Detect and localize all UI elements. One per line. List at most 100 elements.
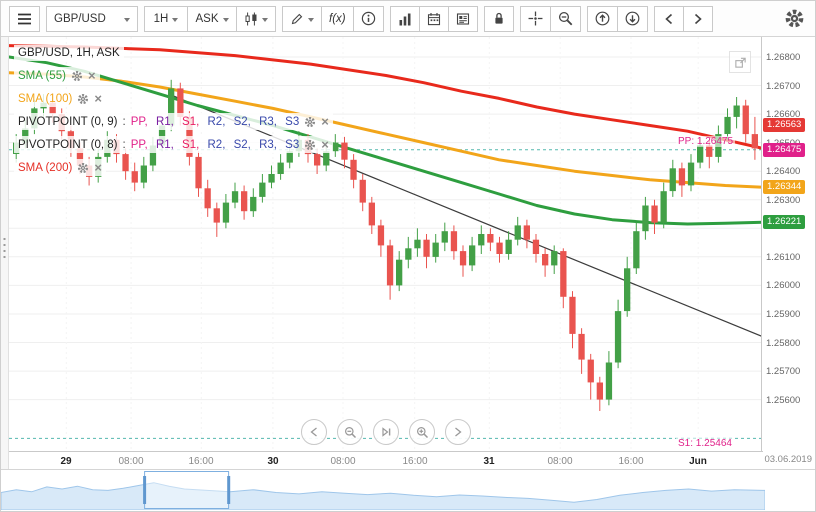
indicator-settings-button[interactable] [304, 139, 316, 151]
price-tick-label: 1.25800 [766, 338, 801, 349]
price-tick-label: 1.26000 [766, 280, 801, 291]
chart-area: GBP/USD, 1H, ASK SMA (55) × SMA (100) × PIVO… [1, 37, 815, 471]
jump-to-latest-button[interactable] [373, 419, 399, 445]
chevron-down-icon [222, 17, 229, 22]
price-badge: 1.26475 [763, 143, 806, 157]
news-panel-button[interactable] [447, 5, 478, 32]
zoom-out-chart-button[interactable] [337, 419, 363, 445]
pivot-series-label: R2, [207, 115, 229, 128]
candlestick-chart-icon [245, 12, 257, 25]
pivot-series-label: R3, [259, 138, 281, 151]
symbol-select[interactable]: GBP/USD [46, 5, 138, 32]
time-tick-label: 29 [60, 456, 72, 467]
price-chart-canvas[interactable]: GBP/USD, 1H, ASK SMA (55) × SMA (100) × PIVO… [9, 37, 763, 451]
price-axis[interactable]: 1.268001.267001.266001.265001.264001.263… [761, 37, 815, 451]
crosshair-button[interactable] [519, 5, 551, 32]
lock-icon [495, 12, 503, 24]
chevron-down-icon [308, 17, 314, 22]
indicator-remove-button[interactable]: × [94, 160, 102, 175]
timeframe-select[interactable]: 1H [144, 5, 188, 32]
indicator-remove-button[interactable]: × [87, 68, 96, 83]
zoom-out-button[interactable] [549, 5, 581, 32]
pivot-series-label: S2, [233, 115, 255, 128]
price-tick-label: 1.26700 [766, 81, 801, 92]
history-navigator[interactable] [1, 469, 815, 511]
price-type-select[interactable]: ASK [187, 5, 237, 32]
settings-button[interactable] [782, 4, 807, 34]
volume-button[interactable] [389, 5, 420, 32]
legend-row-sma200: SMA (200) × [14, 159, 106, 176]
indicator-settings-button[interactable] [304, 116, 316, 128]
side-panel-collapsed[interactable] [1, 37, 9, 469]
zoom-in-chart-button[interactable] [409, 419, 435, 445]
panel-toggle-handle[interactable] [3, 235, 6, 262]
chevron-down-icon [172, 17, 179, 22]
price-tick-label: 1.25600 [766, 395, 801, 406]
chart-toolbar: GBP/USD 1H ASK [1, 1, 815, 37]
indicator-label: SMA (55) [18, 69, 66, 82]
indicator-remove-button[interactable]: × [94, 91, 102, 106]
pivot-series-label: S1, [182, 138, 203, 151]
price-type-label: ASK [195, 12, 219, 25]
legend-row-sma55: SMA (55) × [14, 67, 100, 84]
time-axis[interactable]: 29 08:00 16:00 30 08:00 16:00 31 08:00 16:00 Jun [9, 451, 763, 471]
navigator-selection [144, 471, 230, 509]
save-layout-button[interactable] [586, 5, 618, 32]
calendar-button[interactable] [418, 5, 449, 32]
pivot-series-label: R1, [155, 138, 178, 151]
pivot-level-label: PP: 1.26475 [676, 136, 736, 147]
bar-chart-icon [399, 13, 411, 25]
price-tick-label: 1.26600 [766, 109, 801, 120]
chevron-down-icon [124, 17, 130, 22]
legend-row-pivot8: PIVOTPOINT (0, 8) : PP, R1, S1, R2, S2, … [14, 136, 333, 153]
price-tick-label: 1.26800 [766, 52, 801, 63]
draw-tools-button[interactable] [282, 5, 322, 32]
pivot-series-label: S3 [285, 115, 300, 128]
info-button[interactable] [352, 5, 384, 32]
magnifier-plus-icon [416, 426, 428, 438]
price-badge: 1.26563 [763, 118, 806, 132]
timeframe-label: 1H [153, 12, 169, 25]
price-tick-label: 1.25900 [766, 309, 801, 320]
time-tick-label: 31 [483, 456, 495, 467]
indicator-label: PIVOTPOINT (0, 9) [18, 115, 118, 128]
indicator-settings-button[interactable] [77, 162, 89, 174]
skip-end-icon [382, 427, 391, 437]
scroll-right-button[interactable] [682, 5, 713, 32]
scroll-left-button[interactable] [653, 5, 684, 32]
price-tick-label: 1.26400 [766, 166, 801, 177]
triangle-left-icon [310, 427, 317, 437]
indicator-remove-button[interactable]: × [321, 137, 329, 152]
price-tick-label: 1.25700 [766, 366, 801, 377]
pivot-series-label: PP, [130, 115, 151, 128]
chevron-left-icon [664, 13, 672, 24]
pivot-series-label: R1, [155, 115, 178, 128]
export-arrow-icon [734, 57, 746, 68]
menu-button[interactable] [9, 5, 40, 32]
chevron-right-icon [694, 13, 702, 24]
price-badge: 1.26344 [763, 180, 806, 194]
load-layout-button[interactable] [616, 5, 648, 32]
axis-date-label: 03.06.2019 [764, 454, 812, 465]
time-tick-label: 08:00 [330, 456, 356, 467]
time-tick-label: 16:00 [188, 456, 214, 467]
calendar-icon [427, 12, 440, 25]
pan-right-button[interactable] [445, 419, 471, 445]
fx-label: f(x) [329, 12, 346, 25]
indicator-remove-button[interactable]: × [321, 114, 329, 129]
indicator-settings-button[interactable] [77, 93, 89, 105]
screenshot-icon[interactable] [729, 51, 751, 73]
magnifier-minus-icon [344, 426, 356, 438]
pivot-series-label: R2, [207, 138, 229, 151]
indicator-settings-button[interactable] [71, 70, 83, 82]
pivot-level-label: S1: 1.25464 [676, 438, 734, 449]
lock-button[interactable] [483, 5, 514, 32]
pan-left-button[interactable] [301, 419, 327, 445]
chart-type-button[interactable] [236, 5, 276, 32]
chart-nav-controls [9, 419, 763, 445]
indicators-button[interactable]: f(x) [321, 5, 354, 32]
magnifier-minus-icon [558, 11, 572, 26]
symbol-label: GBP/USD [54, 12, 106, 25]
time-tick-label: Jun [689, 456, 707, 467]
